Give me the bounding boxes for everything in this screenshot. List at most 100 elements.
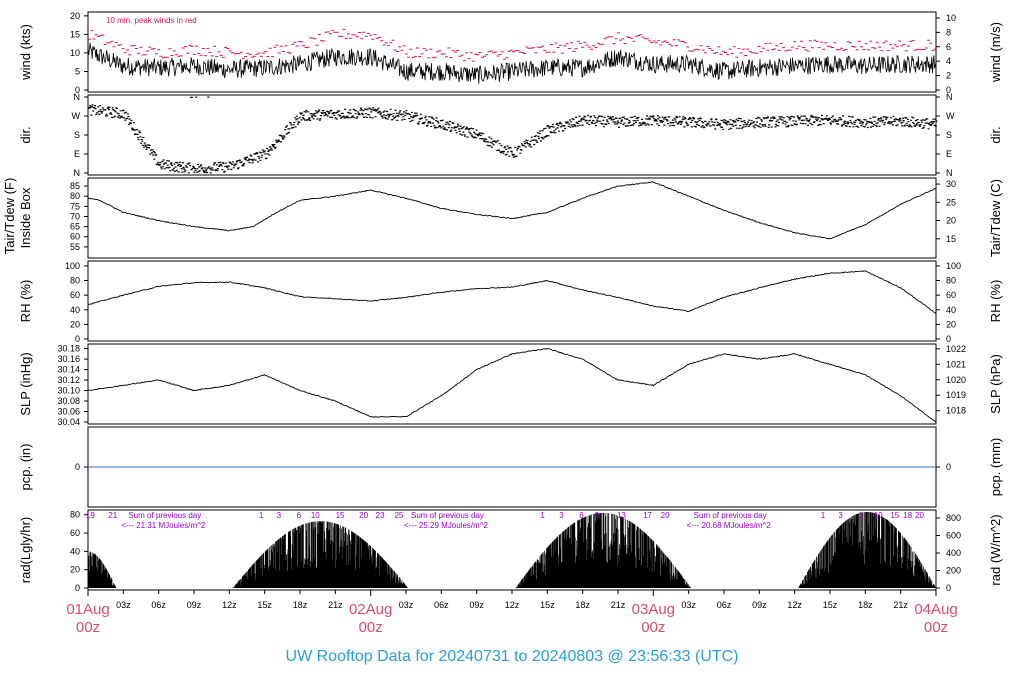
panel-rad-annotation-total: <--- 21.31 MJoules/m^2 — [121, 521, 206, 530]
xaxis-hour-tick-label: 03z — [681, 600, 696, 610]
panel-rad-annotation-total: <--- 25.29 MJoules/m^2 — [404, 521, 489, 530]
panel-temp-ytick-left-label: 65 — [70, 222, 80, 232]
panel-rad-ytick-left-label: 20 — [70, 565, 80, 575]
panel-rad-hour-mark: 6 — [579, 511, 584, 520]
panel-slp-ytick-left-label: 30.08 — [57, 396, 80, 406]
xaxis-hour-tick-label: 06z — [434, 600, 449, 610]
panel-wind-ytick-left-label: 10 — [70, 48, 80, 58]
panel-wind-ytick-left-label: 5 — [75, 66, 80, 76]
panel-slp-ytick-left-label: 30.14 — [57, 365, 80, 375]
panel-rad-hour-mark: 25 — [394, 511, 403, 520]
panel-rh-ytick-right-label: 80 — [946, 276, 956, 286]
chart-footer-title: UW Rooftop Data for 20240731 to 20240803… — [285, 648, 739, 665]
panel-temp-ylabel-left-2: Inside Box — [18, 187, 33, 248]
panel-dir-ytick-right-label: W — [946, 111, 955, 121]
panel-rh-ytick-left-label: 20 — [70, 319, 80, 329]
panel-slp-ytick-right-label: 1019 — [946, 390, 966, 400]
panel-wind-ytick-left-label: 20 — [70, 11, 80, 21]
panel-rh-frame — [87, 260, 937, 342]
panel-rad-ytick-right-label: 400 — [946, 548, 961, 558]
panel-rad-hour-mark: 6 — [297, 511, 302, 520]
panel-rad-hour-mark: 20 — [359, 511, 368, 520]
xaxis-hour-tick-label: 15z — [823, 600, 838, 610]
xaxis-hour-tick-label: 12z — [505, 600, 520, 610]
xaxis-hour-tick-label: 03z — [116, 600, 131, 610]
panel-slp-ytick-left-label: 30.16 — [57, 354, 80, 364]
panel-wind-ytick-right-label: 4 — [946, 56, 951, 66]
xaxis-hour-tick-label: 12z — [787, 600, 802, 610]
xaxis-day-sublabel: 00z — [641, 619, 665, 636]
panel-rh-ytick-right-label: 0 — [946, 334, 951, 344]
xaxis-hour-tick-label: 18z — [293, 600, 308, 610]
panel-rad-hour-mark: 3 — [277, 511, 282, 520]
xaxis-day-label: 03Aug — [632, 601, 675, 618]
panel-rh-ytick-left-label: 80 — [70, 276, 80, 286]
panel-rad-ytick-left-label: 0 — [75, 583, 80, 593]
xaxis-hour-tick-label: 21z — [893, 600, 908, 610]
panel-rad-ytick-right-label: 0 — [946, 583, 951, 593]
panel-rad-hour-mark: 10 — [311, 511, 320, 520]
panel-rh-ytick-left-label: 0 — [75, 334, 80, 344]
panel-rad-annotation-title: Sum of previous day — [411, 511, 484, 520]
panel-wind-ytick-right-label: 2 — [946, 71, 951, 81]
xaxis-hour-tick-label: 09z — [469, 600, 484, 610]
panel-rad-hour-mark: 20 — [915, 511, 924, 520]
panel-slp-ytick-left-label: 30.12 — [57, 375, 80, 385]
panel-slp-ytick-right-label: 1020 — [946, 375, 966, 385]
panel-slp-ytick-left-label: 30.04 — [57, 417, 80, 427]
panel-rad-hour-mark: 23 — [376, 511, 385, 520]
panel-temp-ylabel-right: Tair/Tdew (C) — [988, 179, 1003, 257]
panel-rad-hour-mark: 13 — [617, 511, 626, 520]
xaxis-day-sublabel: 00z — [924, 619, 948, 636]
panel-temp-ytick-left-label: 85 — [70, 181, 80, 191]
panel-rad-hour-mark: 1 — [821, 511, 826, 520]
panel-wind-ylabel-left: wind (kts) — [18, 24, 33, 81]
panel-rad-ylabel-left: rad(Lgly/hr) — [18, 517, 33, 583]
panel-dir-ytick-left-label: N — [74, 168, 81, 178]
panel-slp-ytick-left-label: 30.10 — [57, 386, 80, 396]
xaxis-hour-tick-label: 15z — [540, 600, 555, 610]
panel-dir-ytick-left-label: E — [74, 149, 80, 159]
panel-slp-ytick-right-label: 1018 — [946, 406, 966, 416]
panel-slp-series-line — [87, 348, 937, 423]
panel-dir-ytick-right-label: N — [946, 168, 953, 178]
panel-rad-ytick-left-label: 60 — [70, 528, 80, 538]
panel-rad-hour-mark: 15 — [336, 511, 345, 520]
panel-rad-annotation-title: Sum of previous day — [694, 511, 767, 520]
panel-temp-ytick-left-label: 55 — [70, 242, 80, 252]
panel-slp-ytick-left-label: 30.06 — [57, 407, 80, 417]
panel-rh-ytick-right-label: 20 — [946, 319, 956, 329]
panel-rh-ytick-left-label: 40 — [70, 305, 80, 315]
xaxis-day-sublabel: 00z — [359, 619, 383, 636]
panel-pcp-ytick-left-label: 0 — [75, 462, 80, 472]
panel-wind-ytick-right-label: 10 — [946, 13, 956, 23]
panel-temp-series-line — [87, 181, 937, 240]
panel-rad-hour-mark: 3 — [559, 511, 564, 520]
panel-rh-ylabel-right: RH (%) — [988, 280, 1003, 323]
xaxis-hour-tick-label: 06z — [717, 600, 732, 610]
panel-temp-ytick-left-label: 60 — [70, 232, 80, 242]
panel-rad-hour-mark: 17 — [643, 511, 652, 520]
panel-rad-hour-mark: 19 — [86, 511, 95, 520]
xaxis-day-label: 04Aug — [914, 601, 957, 618]
panel-rad-ytick-right-label: 800 — [946, 513, 961, 523]
panel-slp-ytick-right-label: 1021 — [946, 359, 966, 369]
panel-wind-ytick-right-label: 6 — [946, 42, 951, 52]
xaxis-hour-tick-label: 03z — [399, 600, 414, 610]
panel-wind-peak-marks — [88, 28, 937, 62]
panel-temp-ytick-left-label: 75 — [70, 201, 80, 211]
panel-slp-ytick-left-label: 30.18 — [57, 344, 80, 354]
panel-rad-hour-mark: 1 — [259, 511, 264, 520]
panel-temp-ytick-left-label: 80 — [70, 191, 80, 201]
panel-slp-ylabel-right: SLP (hPa) — [988, 354, 1003, 414]
panel-temp-ytick-right-label: 15 — [946, 234, 956, 244]
panel-dir-ytick-left-label: N — [74, 92, 81, 102]
panel-dir-ytick-right-label: E — [946, 149, 952, 159]
panel-wind-ytick-right-label: 0 — [946, 85, 951, 95]
panel-rad-hour-mark: 1 — [540, 511, 545, 520]
panel-rh-ytick-right-label: 60 — [946, 290, 956, 300]
panel-rad-hour-mark: 9 — [595, 511, 600, 520]
xaxis-hour-tick-label: 21z — [328, 600, 343, 610]
panel-temp-ylabel-left: Tair/Tdew (F) — [2, 178, 17, 255]
panel-dir-ylabel-right: dir. — [988, 126, 1003, 143]
